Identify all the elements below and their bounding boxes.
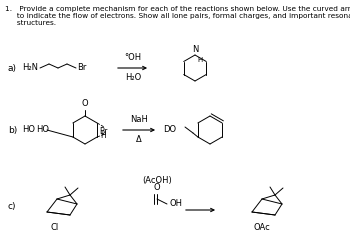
Text: NaH: NaH [130,115,148,124]
Text: DO: DO [163,125,176,134]
Text: OH: OH [169,200,182,209]
Text: Br: Br [77,62,86,71]
Text: O: O [154,183,160,192]
Text: °OH: °OH [124,53,141,62]
Text: O: O [82,99,88,108]
Text: b): b) [8,125,17,134]
Text: Br: Br [99,127,107,136]
Text: structures.: structures. [5,20,56,26]
Text: Δ: Δ [136,135,142,144]
Text: HO: HO [22,125,35,134]
Text: to indicate the flow of electrons. Show all lone pairs, formal charges, and impo: to indicate the flow of electrons. Show … [5,13,350,19]
Text: H: H [100,131,106,140]
Text: HO: HO [36,125,49,134]
Text: Cl: Cl [51,223,59,232]
Text: a): a) [8,63,17,72]
Text: H: H [197,57,203,63]
Text: H₂N: H₂N [22,63,38,72]
Text: (AcOH): (AcOH) [142,176,172,185]
Text: 1.   Provide a complete mechanism for each of the reactions shown below. Use the: 1. Provide a complete mechanism for each… [5,6,350,12]
Text: N: N [192,45,198,54]
Text: c): c) [8,203,16,212]
Text: OAc: OAc [254,223,270,232]
Text: H₂O: H₂O [125,73,142,82]
